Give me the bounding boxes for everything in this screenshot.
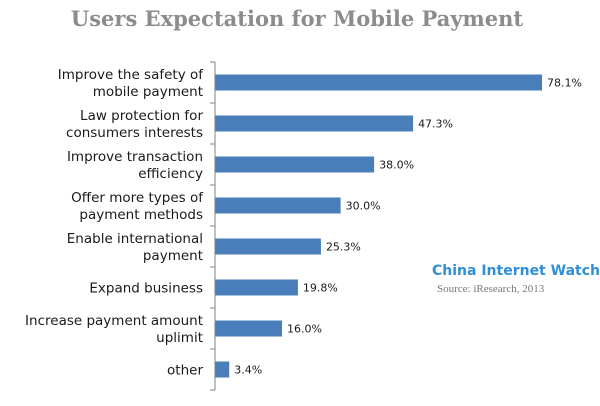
- category-label: Expand business: [89, 281, 203, 297]
- category-label: Enable international: [67, 231, 203, 247]
- brand-watermark: China Internet Watch: [432, 263, 600, 279]
- bar: [215, 74, 543, 91]
- bar-value-label: 30.0%: [346, 200, 381, 213]
- bar-value-label: 16.0%: [287, 323, 322, 336]
- value-labels: 78.1% 47.3% 38.0% 30.0% 25.3% 19.8% 16.0% 3.4%: [234, 77, 582, 377]
- bar-value-label: 3.4%: [234, 364, 262, 377]
- category-label: Offer more types of: [71, 190, 204, 206]
- bar: [215, 238, 321, 255]
- bar: [215, 156, 375, 173]
- category-label: uplimit: [156, 330, 203, 346]
- bar: [215, 279, 298, 296]
- category-label: Improve transaction: [67, 149, 203, 165]
- bar-value-label: 19.8%: [303, 282, 338, 295]
- category-label: mobile payment: [93, 84, 203, 100]
- category-label: Law protection for: [80, 108, 203, 124]
- bar-value-label: 25.3%: [326, 241, 361, 254]
- y-axis-ticks: [210, 61, 215, 391]
- category-label: Increase payment amount: [25, 313, 203, 329]
- bar-value-label: 47.3%: [418, 118, 453, 131]
- source-note: Source: iResearch, 2013: [437, 283, 545, 295]
- bar: [215, 320, 282, 337]
- bar: [215, 361, 230, 378]
- category-label: Improve the safety of: [58, 67, 204, 83]
- category-label: efficiency: [138, 166, 203, 182]
- bar-value-label: 38.0%: [379, 159, 414, 172]
- chart-title: Users Expectation for Mobile Payment: [71, 6, 523, 31]
- category-label: payment methods: [79, 207, 203, 223]
- bar: [215, 115, 414, 132]
- category-label: payment: [143, 248, 203, 264]
- category-label: consumers interests: [66, 125, 203, 141]
- bar: [215, 197, 341, 214]
- bar-value-label: 78.1%: [547, 77, 582, 90]
- category-label: other: [167, 363, 203, 379]
- bars-group: [215, 74, 543, 378]
